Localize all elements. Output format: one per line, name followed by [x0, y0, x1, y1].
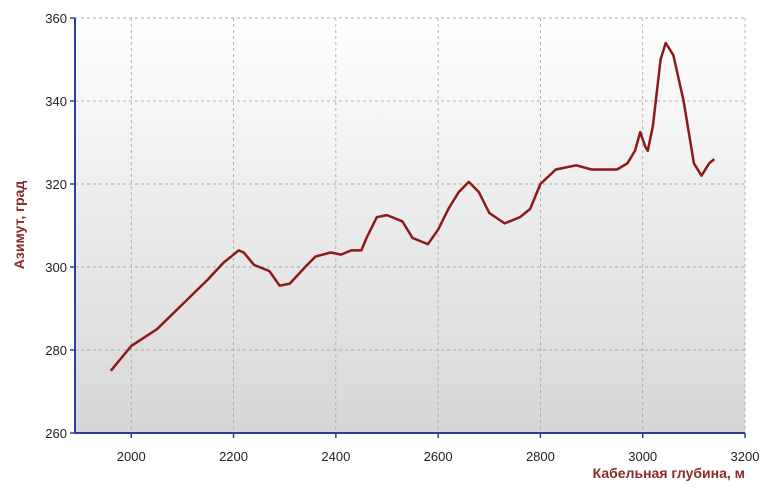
x-tick-label: 2200 [219, 449, 248, 464]
data-line [109, 41, 716, 372]
x-tick-label: 2600 [424, 449, 453, 464]
x-tick-label: 3200 [731, 449, 760, 464]
x-tick-label: 2800 [526, 449, 555, 464]
x-tick-label: 2000 [117, 449, 146, 464]
plot-area [75, 18, 745, 433]
y-tick-label: 320 [45, 177, 67, 192]
y-tick-label: 340 [45, 94, 67, 109]
y-tick-label: 300 [45, 260, 67, 275]
x-axis-label: Кабельная глубина, м [593, 465, 745, 481]
y-tick-label: 260 [45, 426, 67, 441]
y-axis-label: Азимут, град [11, 181, 27, 270]
x-tick-label: 2400 [321, 449, 350, 464]
y-tick-label: 280 [45, 343, 67, 358]
x-tick-label: 3000 [628, 449, 657, 464]
y-tick-label: 360 [45, 11, 67, 26]
